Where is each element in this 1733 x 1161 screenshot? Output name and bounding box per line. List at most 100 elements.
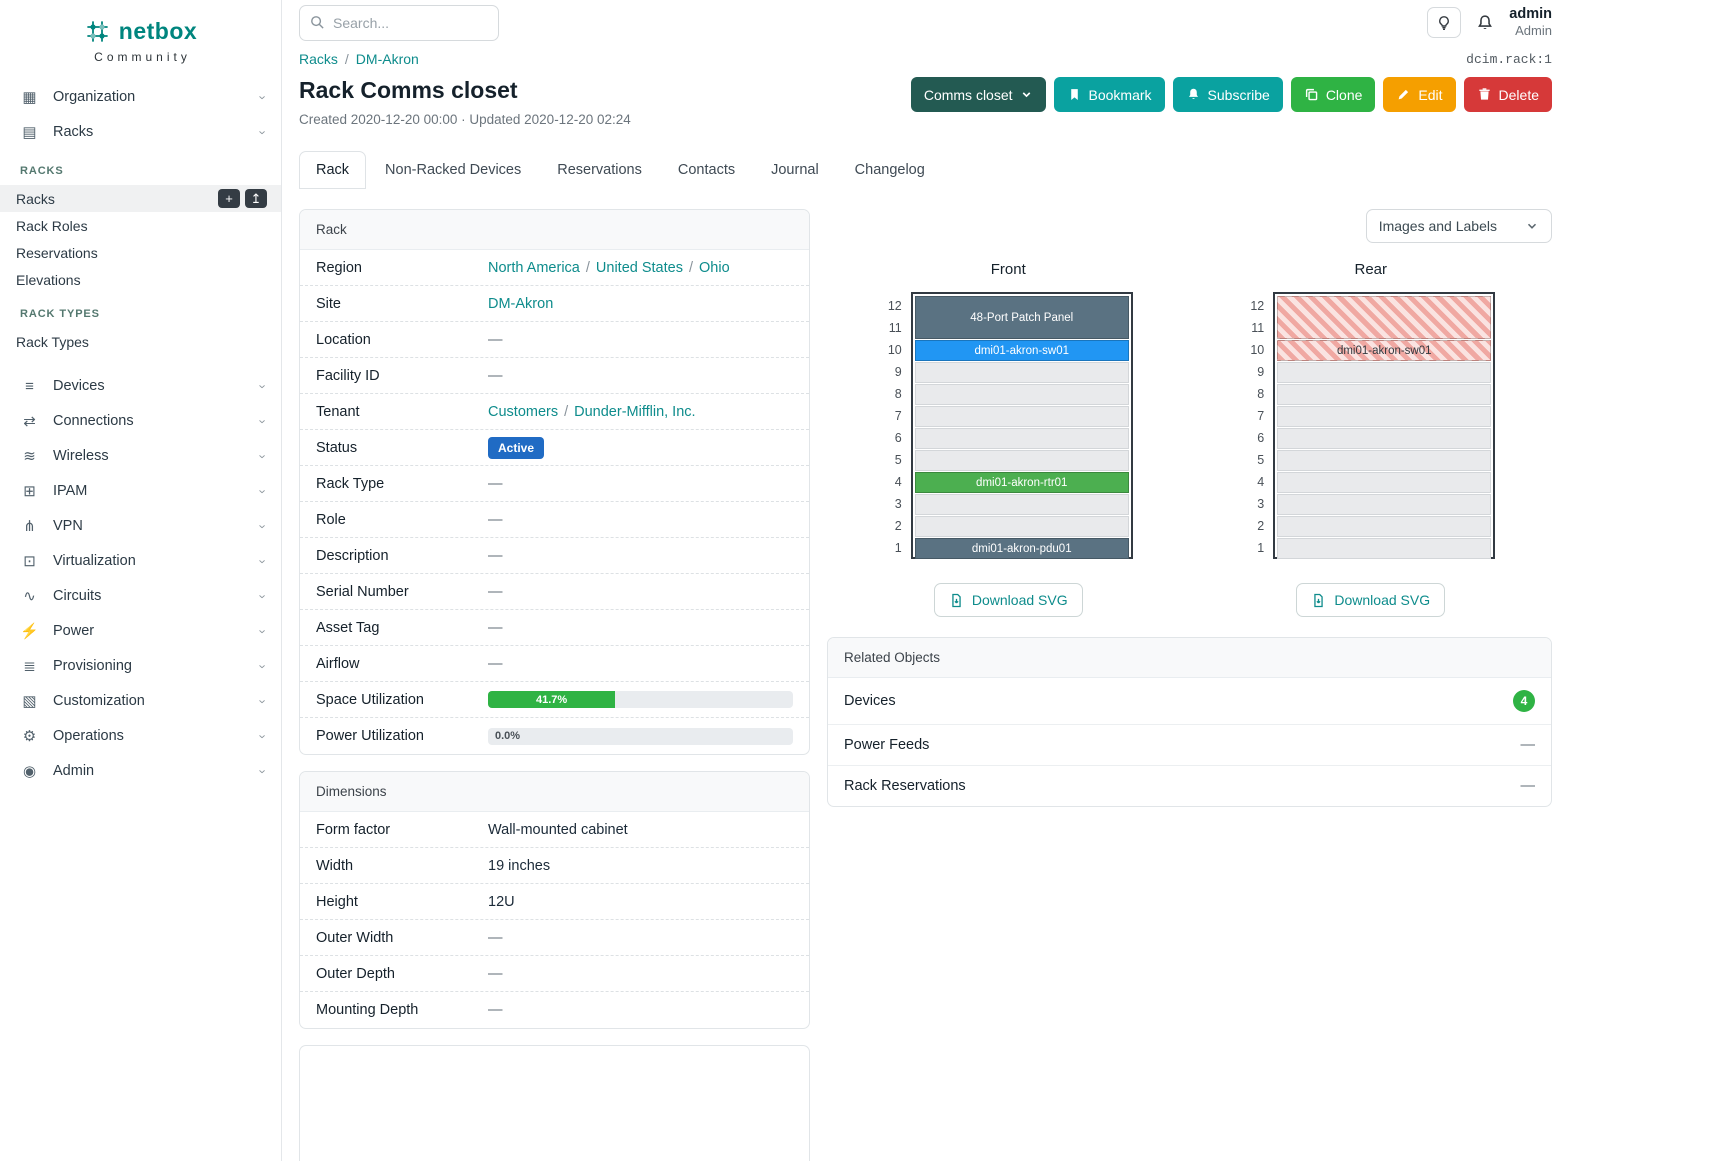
rack-unit-empty <box>1277 406 1492 427</box>
sidebar-item-provisioning[interactable]: ≣ Provisioning › <box>0 649 281 684</box>
bell-icon <box>1186 87 1201 102</box>
detail-row-region: Region North America / United States / Ohio <box>300 250 809 286</box>
unit-number: 9 <box>894 365 902 379</box>
sidebar-item-power[interactable]: ⚡ Power › <box>20 623 271 640</box>
sidebar-item-customization[interactable]: ▧ Customization › <box>0 684 281 719</box>
detail-row-status: Status Active <box>300 430 809 466</box>
sidebar-item-ipam[interactable]: ⊞ IPAM › <box>0 474 281 509</box>
link-customers[interactable]: Customers <box>488 403 559 420</box>
rack-device[interactable]: dmi01-akron-sw01 <box>914 340 1129 361</box>
link-ohio[interactable]: Ohio <box>699 259 730 276</box>
edit-button[interactable]: Edit <box>1383 77 1456 112</box>
import-racks-button[interactable]: ↥ <box>245 189 267 208</box>
detail-row-serial-number: Serial Number — <box>300 574 809 610</box>
chevron-down-icon: › <box>255 489 271 494</box>
related-devices[interactable]: Devices 4 <box>828 678 1551 725</box>
rack-device[interactable]: dmi01-akron-pdu01 <box>914 538 1129 559</box>
unit-number: 4 <box>894 475 902 489</box>
sidebar-item-organization[interactable]: ▦ Organization › <box>0 80 281 115</box>
count-badge: 4 <box>1513 690 1535 712</box>
power-icon: ⚡ <box>20 623 39 640</box>
elevation-title: Rear <box>1354 261 1387 278</box>
unit-number: 8 <box>1257 387 1265 401</box>
sidebar-item-circuits[interactable]: ∿ Circuits › <box>0 579 281 614</box>
sidebar-link-elevations[interactable]: Elevations <box>16 271 81 288</box>
delete-button[interactable]: Delete <box>1463 77 1552 112</box>
page-title: Rack Comms closet <box>299 77 518 103</box>
rack-device[interactable]: 48-Port Patch Panel <box>914 296 1129 339</box>
unit-number: 11 <box>1251 321 1265 335</box>
bookmark-button[interactable]: Bookmark <box>1053 77 1165 112</box>
provisioning-icon: ≣ <box>23 658 36 675</box>
tab-non-racked-devices[interactable]: Non-Racked Devices <box>385 162 522 178</box>
chevron-down-icon: › <box>255 664 271 669</box>
rack-device[interactable]: dmi01-akron-sw01 <box>1277 340 1492 361</box>
rack-unit-empty <box>914 406 1129 427</box>
theme-toggle-button[interactable] <box>1427 7 1462 38</box>
tab-changelog[interactable]: Changelog <box>854 162 925 178</box>
search-input[interactable] <box>333 14 488 31</box>
chevron-down-icon: › <box>255 419 271 424</box>
operations-icon: ⚙ <box>22 728 37 745</box>
detail-row-form-factor: Form factor Wall-mounted cabinet <box>300 812 809 848</box>
download-svg-button[interactable]: Download SVG <box>1296 583 1446 617</box>
sidebar-item-connections[interactable]: ⇄ Connections › <box>0 404 281 439</box>
notifications-bell-icon[interactable] <box>1476 14 1494 32</box>
sidebar-item-operations[interactable]: ⚙ Operations › <box>0 719 281 754</box>
detail-row-space-utilization: Space Utilization 41.7% <box>300 682 809 718</box>
sidebar-link-rack-types[interactable]: Rack Types <box>16 333 89 350</box>
breadcrumb-link-dm-akron[interactable]: DM-Akron <box>355 51 419 67</box>
sidebar-item-admin[interactable]: ◉ Admin › <box>0 754 281 789</box>
tab-contacts[interactable]: Contacts <box>677 162 736 178</box>
clone-button[interactable]: Clone <box>1290 77 1376 112</box>
customization-icon: ▧ <box>22 693 37 710</box>
netbox-logo-icon <box>84 18 111 45</box>
organization-icon: ▦ <box>22 89 37 106</box>
sidebar-link-rack-roles[interactable]: Rack Roles <box>16 217 88 234</box>
tab-reservations[interactable]: Reservations <box>557 162 642 178</box>
link-united-states[interactable]: United States <box>595 259 683 276</box>
download-svg-button[interactable]: Download SVG <box>933 583 1083 617</box>
rack-unit-empty <box>1277 450 1492 471</box>
user-name[interactable]: admin <box>1509 6 1552 23</box>
images-labels-select[interactable]: Images and Labels <box>1365 209 1552 243</box>
sidebar-item-wireless[interactable]: ≋ Wireless › <box>0 439 281 474</box>
detail-row-rack-type: Rack Type — <box>300 466 809 502</box>
detail-row-outer-depth: Outer Depth — <box>300 956 809 992</box>
tab-rack[interactable]: Rack <box>299 151 367 189</box>
detail-row-role: Role — <box>300 502 809 538</box>
sidebar-link-racks[interactable]: Racks + ↥ <box>0 185 281 212</box>
link-north-america[interactable]: North America <box>488 259 580 276</box>
subscribe-button[interactable]: Subscribe <box>1172 77 1283 112</box>
related-power-feeds: Power Feeds — <box>828 725 1551 766</box>
chevron-down-icon: › <box>255 384 271 389</box>
tab-journal[interactable]: Journal <box>771 162 819 178</box>
detail-row-width: Width 19 inches <box>300 848 809 884</box>
action-buttons: Comms closet Bookmark Subscribe Clone Edit De… <box>910 77 1552 112</box>
sidebar-item-racks[interactable]: ▤ Racks › <box>0 115 281 150</box>
unit-number: 1 <box>1257 541 1265 555</box>
page-meta: Created 2020-12-20 00:00 · Updated 2020-… <box>299 112 631 127</box>
search-box[interactable] <box>299 4 499 41</box>
rack-unit-empty <box>1277 538 1492 559</box>
sidebar-item-virtualization[interactable]: ⊡ Virtualization › <box>0 544 281 579</box>
unit-number: 3 <box>894 497 902 511</box>
link-dunder-mifflin-inc[interactable]: Dunder-Mifflin, Inc. <box>574 403 696 420</box>
link-dm-akron[interactable]: DM-Akron <box>488 295 554 312</box>
breadcrumb-link-racks[interactable]: Racks <box>299 51 338 67</box>
detail-row-tenant: Tenant Customers / Dunder-Mifflin, Inc. <box>300 394 809 430</box>
user-menu[interactable]: admin Admin <box>1509 5 1552 39</box>
sidebar-item-devices[interactable]: ≡ Devices › <box>0 369 281 404</box>
rack-unit-empty <box>1277 428 1492 449</box>
admin-icon: ◉ <box>22 763 37 780</box>
file-icon <box>1311 593 1326 608</box>
rack-device[interactable]: dmi01-akron-rtr01 <box>914 472 1129 493</box>
elevation-front: Front 12 11 10 9 8 7 6 5 4 3 2 1 48-Port Patch Panel d… <box>827 261 1190 617</box>
circuits-icon: ∿ <box>23 588 36 605</box>
netbox-logo[interactable]: netbox Community <box>0 12 281 80</box>
sidebar-nav: ▦ Organization › ▤ Racks › RACKS Racks + ↥ Rack Ro… <box>0 80 281 789</box>
sidebar-link-reservations[interactable]: Reservations <box>16 244 98 261</box>
comms-closet-button[interactable]: Comms closet <box>910 77 1046 112</box>
sidebar-item-vpn[interactable]: ⋔ VPN › <box>0 509 281 544</box>
add-rack-button[interactable]: + <box>218 189 240 208</box>
